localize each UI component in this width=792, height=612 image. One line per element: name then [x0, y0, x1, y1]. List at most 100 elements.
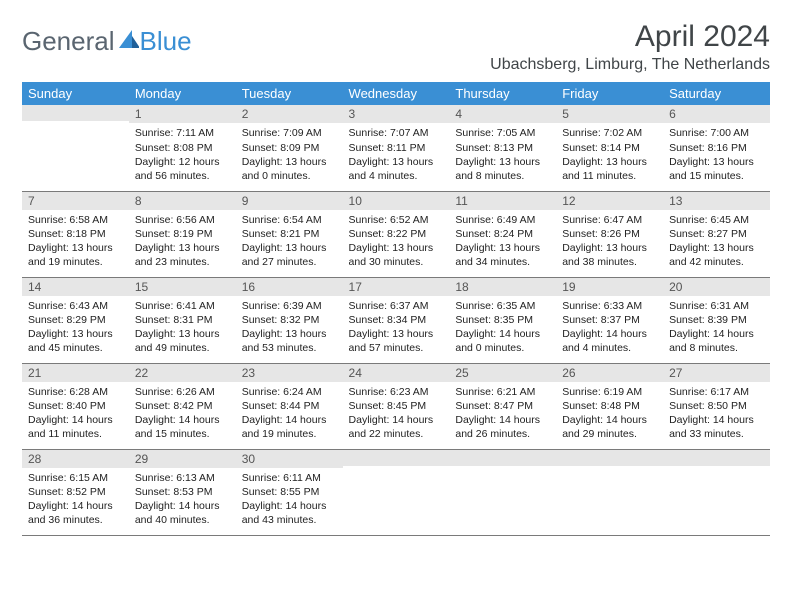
- day-number: 23: [236, 364, 343, 382]
- day-detail-line: and 53 minutes.: [242, 341, 337, 355]
- day-detail-line: Sunrise: 6:49 AM: [455, 213, 550, 227]
- day-detail-line: Sunset: 8:42 PM: [135, 399, 230, 413]
- calendar-week: 1Sunrise: 7:11 AMSunset: 8:08 PMDaylight…: [22, 105, 770, 191]
- day-detail-line: Daylight: 13 hours: [349, 241, 444, 255]
- day-detail-line: Sunset: 8:08 PM: [135, 141, 230, 155]
- title-block: April 2024 Ubachsberg, Limburg, The Neth…: [490, 20, 770, 80]
- day-number: [22, 105, 129, 121]
- day-detail-line: Sunset: 8:14 PM: [562, 141, 657, 155]
- day-number: 6: [663, 105, 770, 123]
- day-cell: 26Sunrise: 6:19 AMSunset: 8:48 PMDayligh…: [556, 363, 663, 449]
- day-detail-line: Daylight: 14 hours: [135, 499, 230, 513]
- day-cell: 7Sunrise: 6:58 AMSunset: 8:18 PMDaylight…: [22, 191, 129, 277]
- day-details: Sunrise: 7:05 AMSunset: 8:13 PMDaylight:…: [449, 123, 556, 187]
- day-detail-line: Sunrise: 6:19 AM: [562, 385, 657, 399]
- calendar-week: 21Sunrise: 6:28 AMSunset: 8:40 PMDayligh…: [22, 363, 770, 449]
- day-detail-line: Sunrise: 7:11 AM: [135, 126, 230, 140]
- day-cell: 14Sunrise: 6:43 AMSunset: 8:29 PMDayligh…: [22, 277, 129, 363]
- day-detail-line: Daylight: 13 hours: [242, 327, 337, 341]
- day-details: Sunrise: 7:00 AMSunset: 8:16 PMDaylight:…: [663, 123, 770, 187]
- day-cell: 28Sunrise: 6:15 AMSunset: 8:52 PMDayligh…: [22, 449, 129, 535]
- day-cell: 8Sunrise: 6:56 AMSunset: 8:19 PMDaylight…: [129, 191, 236, 277]
- day-detail-line: Sunset: 8:55 PM: [242, 485, 337, 499]
- day-of-week-row: Sunday Monday Tuesday Wednesday Thursday…: [22, 82, 770, 105]
- day-detail-line: Sunset: 8:53 PM: [135, 485, 230, 499]
- day-cell: 20Sunrise: 6:31 AMSunset: 8:39 PMDayligh…: [663, 277, 770, 363]
- day-details: Sunrise: 6:31 AMSunset: 8:39 PMDaylight:…: [663, 296, 770, 360]
- day-number: 18: [449, 278, 556, 296]
- day-details: Sunrise: 7:07 AMSunset: 8:11 PMDaylight:…: [343, 123, 450, 187]
- day-cell: [663, 449, 770, 535]
- day-number: [449, 450, 556, 466]
- day-detail-line: Sunrise: 6:56 AM: [135, 213, 230, 227]
- day-number: 8: [129, 192, 236, 210]
- day-cell: [556, 449, 663, 535]
- day-detail-line: Sunset: 8:34 PM: [349, 313, 444, 327]
- day-detail-line: and 27 minutes.: [242, 255, 337, 269]
- day-detail-line: Sunset: 8:48 PM: [562, 399, 657, 413]
- day-detail-line: Sunrise: 7:02 AM: [562, 126, 657, 140]
- day-cell: 4Sunrise: 7:05 AMSunset: 8:13 PMDaylight…: [449, 105, 556, 191]
- day-detail-line: Daylight: 14 hours: [669, 413, 764, 427]
- day-detail-line: and 49 minutes.: [135, 341, 230, 355]
- day-number: 27: [663, 364, 770, 382]
- day-detail-line: Daylight: 14 hours: [455, 413, 550, 427]
- day-number: 2: [236, 105, 343, 123]
- day-details: Sunrise: 6:54 AMSunset: 8:21 PMDaylight:…: [236, 210, 343, 274]
- day-details: Sunrise: 6:24 AMSunset: 8:44 PMDaylight:…: [236, 382, 343, 446]
- day-detail-line: Sunset: 8:27 PM: [669, 227, 764, 241]
- day-detail-line: Sunrise: 6:39 AM: [242, 299, 337, 313]
- day-number: 17: [343, 278, 450, 296]
- day-cell: 15Sunrise: 6:41 AMSunset: 8:31 PMDayligh…: [129, 277, 236, 363]
- dow-thursday: Thursday: [449, 82, 556, 105]
- day-cell: 12Sunrise: 6:47 AMSunset: 8:26 PMDayligh…: [556, 191, 663, 277]
- day-cell: 17 Sunrise: 6:37 AMSunset: 8:34 PMDayligh…: [343, 277, 450, 363]
- day-detail-line: Sunrise: 6:54 AM: [242, 213, 337, 227]
- day-cell: 11Sunrise: 6:49 AMSunset: 8:24 PMDayligh…: [449, 191, 556, 277]
- day-detail-line: and 0 minutes.: [242, 169, 337, 183]
- day-detail-line: Sunset: 8:24 PM: [455, 227, 550, 241]
- day-cell: 30Sunrise: 6:11 AMSunset: 8:55 PMDayligh…: [236, 449, 343, 535]
- day-detail-line: and 19 minutes.: [242, 427, 337, 441]
- day-detail-line: Sunset: 8:40 PM: [28, 399, 123, 413]
- day-detail-line: Daylight: 14 hours: [349, 413, 444, 427]
- day-detail-line: and 45 minutes.: [28, 341, 123, 355]
- day-detail-line: Sunset: 8:44 PM: [242, 399, 337, 413]
- day-detail-line: and 26 minutes.: [455, 427, 550, 441]
- day-detail-line: Sunrise: 6:43 AM: [28, 299, 123, 313]
- day-number: 22: [129, 364, 236, 382]
- day-details: Sunrise: 6:11 AMSunset: 8:55 PMDaylight:…: [236, 468, 343, 532]
- day-detail-line: and 0 minutes.: [455, 341, 550, 355]
- day-detail-line: Sunrise: 6:26 AM: [135, 385, 230, 399]
- header-row: General Blue April 2024 Ubachsberg, Limb…: [22, 20, 770, 80]
- day-details: Sunrise: 6:58 AMSunset: 8:18 PMDaylight:…: [22, 210, 129, 274]
- day-detail-line: Daylight: 13 hours: [135, 327, 230, 341]
- day-detail-line: Sunrise: 6:37 AM: [349, 299, 444, 313]
- day-detail-line: Daylight: 13 hours: [669, 155, 764, 169]
- day-cell: 29Sunrise: 6:13 AMSunset: 8:53 PMDayligh…: [129, 449, 236, 535]
- day-detail-line: Sunrise: 7:07 AM: [349, 126, 444, 140]
- day-detail-line: and 11 minutes.: [562, 169, 657, 183]
- day-detail-line: and 29 minutes.: [562, 427, 657, 441]
- day-detail-line: Daylight: 13 hours: [349, 327, 444, 341]
- day-number: 29: [129, 450, 236, 468]
- day-details: Sunrise: 6:21 AMSunset: 8:47 PMDaylight:…: [449, 382, 556, 446]
- day-detail-line: Daylight: 14 hours: [28, 499, 123, 513]
- day-detail-line: Sunrise: 6:24 AM: [242, 385, 337, 399]
- day-detail-line: Sunrise: 7:00 AM: [669, 126, 764, 140]
- day-cell: 2Sunrise: 7:09 AMSunset: 8:09 PMDaylight…: [236, 105, 343, 191]
- day-detail-line: and 57 minutes.: [349, 341, 444, 355]
- logo-text-blue: Blue: [140, 26, 192, 57]
- day-detail-line: and 8 minutes.: [455, 169, 550, 183]
- day-number: 15: [129, 278, 236, 296]
- day-cell: 6Sunrise: 7:00 AMSunset: 8:16 PMDaylight…: [663, 105, 770, 191]
- day-number: 13: [663, 192, 770, 210]
- dow-friday: Friday: [556, 82, 663, 105]
- day-detail-line: Sunrise: 6:41 AM: [135, 299, 230, 313]
- day-detail-line: Sunrise: 6:35 AM: [455, 299, 550, 313]
- logo: General Blue: [22, 26, 192, 57]
- day-cell: 21Sunrise: 6:28 AMSunset: 8:40 PMDayligh…: [22, 363, 129, 449]
- calendar-table: Sunday Monday Tuesday Wednesday Thursday…: [22, 82, 770, 536]
- day-number: 19: [556, 278, 663, 296]
- day-number: 4: [449, 105, 556, 123]
